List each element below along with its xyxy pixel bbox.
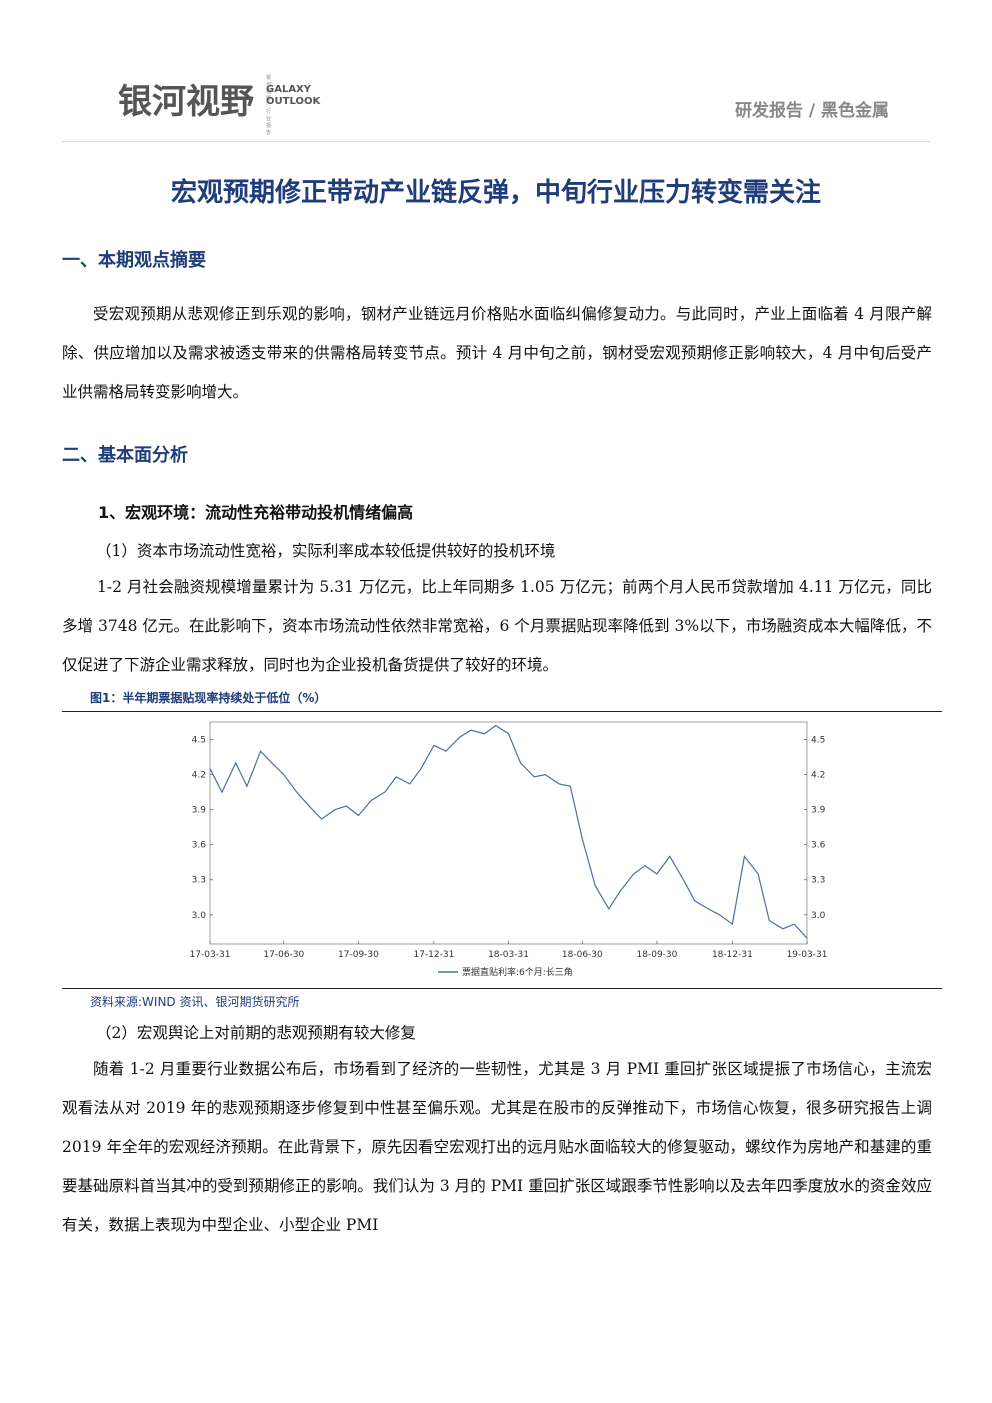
y-tick-label: 3.3 <box>192 876 206 886</box>
x-tick-label: 17-06-30 <box>263 950 304 960</box>
y-axis-right: 3.0 3.3 3.6 3.9 4.2 4.5 <box>804 736 826 921</box>
legend-label: 票据直贴利率:6个月:长三角 <box>462 966 573 978</box>
y-tick-label: 3.9 <box>811 806 826 816</box>
figure-source: 资料来源:WIND 资讯、银河期货研究所 <box>90 995 300 1009</box>
series-line <box>209 724 808 939</box>
x-tick-label: 18-06-30 <box>562 950 603 960</box>
subsection-heading-macro: 1、宏观环境：流动性充裕带动投机情绪偏高 <box>98 503 414 522</box>
x-axis: 17-03-31 17-06-30 17-09-30 17-12-31 18-03-31… <box>190 941 828 960</box>
y-tick-label: 3.6 <box>811 841 826 851</box>
y-tick-label: 4.2 <box>811 771 825 781</box>
macro-paragraph-1: 1-2 月社会融资规模增量累计为 5.31 万亿元，比上年同期多 1.05 万亿… <box>62 578 932 674</box>
report-category: 研发报告 / 黑色金属 <box>734 101 889 121</box>
y-tick-label: 3.0 <box>192 911 207 921</box>
chart-svg: 3.0 3.3 3.6 3.9 4.2 4.5 3.0 3.3 3.6 3.9 4.2 4.5 17… <box>190 721 828 978</box>
logo-english-line2: OUTLOOK <box>266 96 321 107</box>
x-tick-label: 17-12-31 <box>413 950 454 960</box>
figure-title: 图1：半年期票据贴现率持续处于低位（%） <box>90 691 327 705</box>
logo-tagline: 银河视野 · 行业报告 <box>266 75 272 136</box>
point-1-heading: （1）资本市场流动性宽裕，实际利率成本较低提供较好的投机环境 <box>96 542 556 560</box>
macro-paragraph-2: 随着 1-2 月重要行业数据公布后，市场看到了经济的一些韧性，尤其是 3 月 P… <box>62 1060 932 1234</box>
y-tick-label: 4.5 <box>192 736 206 746</box>
x-tick-label: 18-09-30 <box>637 950 678 960</box>
x-tick-label: 19-03-31 <box>787 950 828 960</box>
point-2-heading: （2）宏观舆论上对前期的悲观预期有较大修复 <box>96 1024 416 1042</box>
header-divider <box>62 141 930 142</box>
logo-english: GALAXY OUTLOOK <box>266 84 320 108</box>
y-tick-label: 3.6 <box>192 841 207 851</box>
y-tick-label: 3.3 <box>811 876 825 886</box>
y-axis-left: 3.0 3.3 3.6 3.9 4.2 4.5 <box>192 736 213 921</box>
x-tick-label: 18-03-31 <box>488 950 529 960</box>
summary-paragraph: 受宏观预期从悲观修正到乐观的影响，钢材产业链远月价格贴水面临纠偏修复动力。与此同… <box>62 305 932 401</box>
discount-rate-chart: 3.0 3.3 3.6 3.9 4.2 4.5 3.0 3.3 3.6 3.9 4.2 4.5 17… <box>180 712 840 987</box>
y-tick-label: 3.9 <box>192 806 207 816</box>
y-tick-label: 4.2 <box>192 771 206 781</box>
y-tick-label: 4.5 <box>811 736 825 746</box>
section-heading-analysis: 二、基本面分析 <box>62 445 188 466</box>
legend: 票据直贴利率:6个月:长三角 <box>438 966 573 978</box>
x-tick-label: 17-09-30 <box>338 950 379 960</box>
plot-frame <box>209 721 808 945</box>
logo-english-line1: GALAXY <box>266 84 312 95</box>
y-tick-label: 3.0 <box>811 911 826 921</box>
x-tick-label: 17-03-31 <box>190 950 231 960</box>
page-title: 宏观预期修正带动产业链反弹，中旬行业压力转变需关注 <box>170 178 821 208</box>
x-tick-label: 18-12-31 <box>712 950 753 960</box>
logo-chinese: 银河视野 <box>118 82 254 122</box>
section-heading-summary: 一、本期观点摘要 <box>62 250 206 271</box>
figure-bottom-rule <box>62 988 942 989</box>
figure-top-rule <box>62 711 942 712</box>
